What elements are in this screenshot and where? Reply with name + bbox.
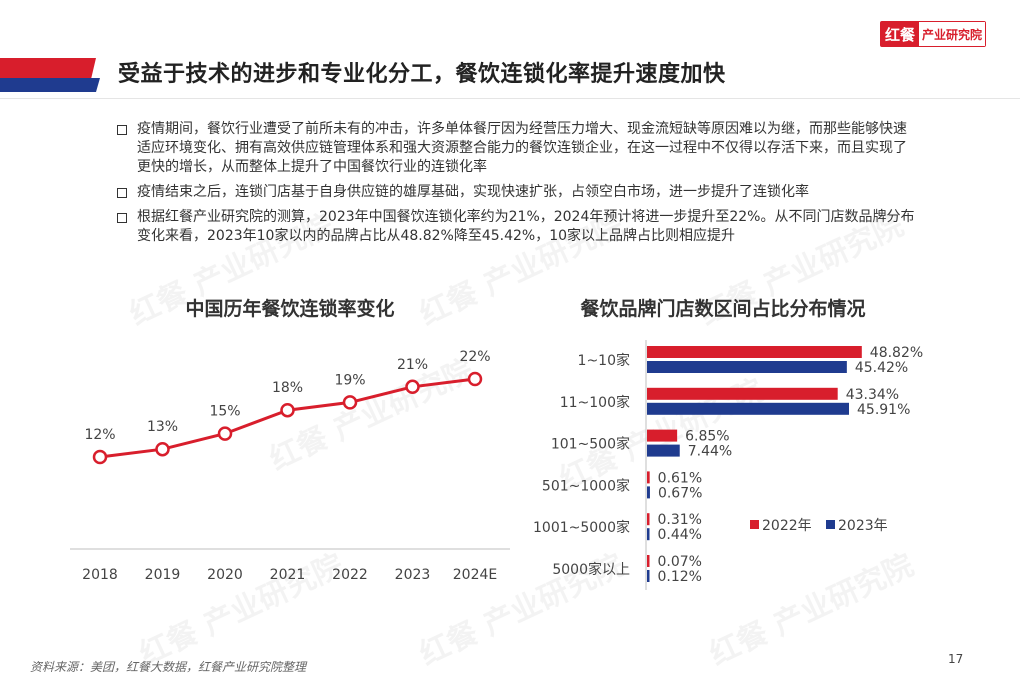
page-number: 17 [948, 652, 964, 666]
x-tick-label: 2023 [395, 567, 431, 583]
bar [647, 387, 838, 400]
value-label: 6.85% [685, 429, 729, 445]
x-tick-label: 2019 [145, 567, 181, 583]
source-note: 资料来源：美团，红餐大数据，红餐产业研究院整理 [30, 660, 307, 674]
bar [647, 361, 847, 373]
data-point [155, 441, 170, 457]
bar [647, 429, 678, 442]
square-bullet-icon [117, 188, 127, 198]
bar [647, 486, 650, 499]
square-bullet-icon [117, 213, 127, 223]
category-label: 1001~5000家 [533, 519, 630, 536]
title-ribbon [0, 58, 100, 92]
square-bullet-icon [117, 125, 127, 135]
data-label: 12% [84, 427, 115, 443]
x-tick-label: 2024E [453, 567, 497, 583]
category-label: 5000家以上 [552, 561, 630, 578]
bullet-item: 根据红餐产业研究院的测算，2023年中国餐饮连锁化率约为21%，2024年预计将… [115, 208, 915, 246]
data-point [405, 379, 420, 395]
value-label: 0.07% [658, 554, 702, 570]
title-divider [0, 98, 1020, 99]
value-label: 0.44% [658, 527, 702, 543]
logo-mark: 红餐 [881, 22, 920, 46]
legend-label: 2023年 [838, 518, 888, 534]
x-tick-label: 2022 [332, 567, 368, 583]
bar [647, 555, 650, 567]
value-label: 7.44% [688, 444, 732, 460]
data-point [342, 395, 358, 410]
data-point [467, 371, 483, 387]
bar-chart-title: 餐饮品牌门店数区间占比分布情况 [580, 298, 866, 320]
line-chart-title: 中国历年餐饮连锁率变化 [185, 298, 395, 320]
bar [647, 528, 650, 541]
x-tick-label: 2018 [82, 567, 118, 583]
x-tick-label: 2020 [207, 567, 243, 583]
value-label: 0.67% [658, 485, 702, 501]
bar [647, 346, 862, 358]
bullet-item: 疫情结束之后，连锁门店基于自身供应链的雄厚基础，实现快速扩张，占领空白市场，进一… [115, 183, 915, 202]
data-label: 13% [147, 419, 178, 435]
bar [647, 513, 650, 526]
value-label: 43.34% [846, 387, 899, 403]
bullet-text: 疫情结束之后，连锁门店基于自身供应链的雄厚基础，实现快速扩张，占领空白市场，进一… [137, 184, 809, 200]
legend-swatch [826, 520, 835, 529]
data-label: 21% [397, 357, 428, 373]
bar [647, 402, 850, 415]
value-label: 45.91% [857, 402, 910, 418]
value-label: 45.42% [855, 360, 908, 376]
value-label: 0.61% [658, 470, 702, 486]
brand-logo: 红餐 产业研究院 [880, 21, 987, 47]
bullet-text: 疫情期间，餐饮行业遭受了前所未有的冲击，许多单体餐厅因为经营压力增大、现金流短缺… [137, 121, 907, 175]
category-label: 501~1000家 [542, 477, 630, 494]
data-label: 18% [272, 380, 303, 396]
data-label: 19% [334, 372, 365, 388]
page-title: 受益于技术的进步和专业化分工，餐饮连锁化率提升速度加快 [118, 62, 726, 87]
legend-label: 2022年 [762, 518, 812, 534]
value-label: 48.82% [870, 345, 923, 361]
data-label: 15% [209, 404, 240, 420]
category-label: 1~10家 [578, 352, 630, 369]
data-point [92, 449, 108, 465]
bar [647, 570, 650, 582]
value-label: 0.12% [658, 569, 702, 585]
data-point [217, 426, 233, 441]
bar [647, 444, 680, 457]
bullet-item: 疫情期间，餐饮行业遭受了前所未有的冲击，许多单体餐厅因为经营压力增大、现金流短缺… [115, 120, 915, 177]
legend-swatch [750, 520, 759, 529]
data-point [280, 402, 295, 418]
category-label: 101~500家 [551, 436, 630, 453]
bar [647, 471, 650, 484]
bullet-text: 根据红餐产业研究院的测算，2023年中国餐饮连锁化率约为21%，2024年预计将… [137, 209, 915, 244]
category-label: 11~100家 [560, 394, 630, 411]
logo-text: 产业研究院 [919, 22, 986, 46]
bullet-list: 疫情期间，餐饮行业遭受了前所未有的冲击，许多单体餐厅因为经营压力增大、现金流短缺… [115, 120, 915, 252]
data-label: 22% [459, 349, 490, 365]
value-label: 0.31% [658, 512, 702, 528]
x-tick-label: 2021 [270, 567, 306, 583]
